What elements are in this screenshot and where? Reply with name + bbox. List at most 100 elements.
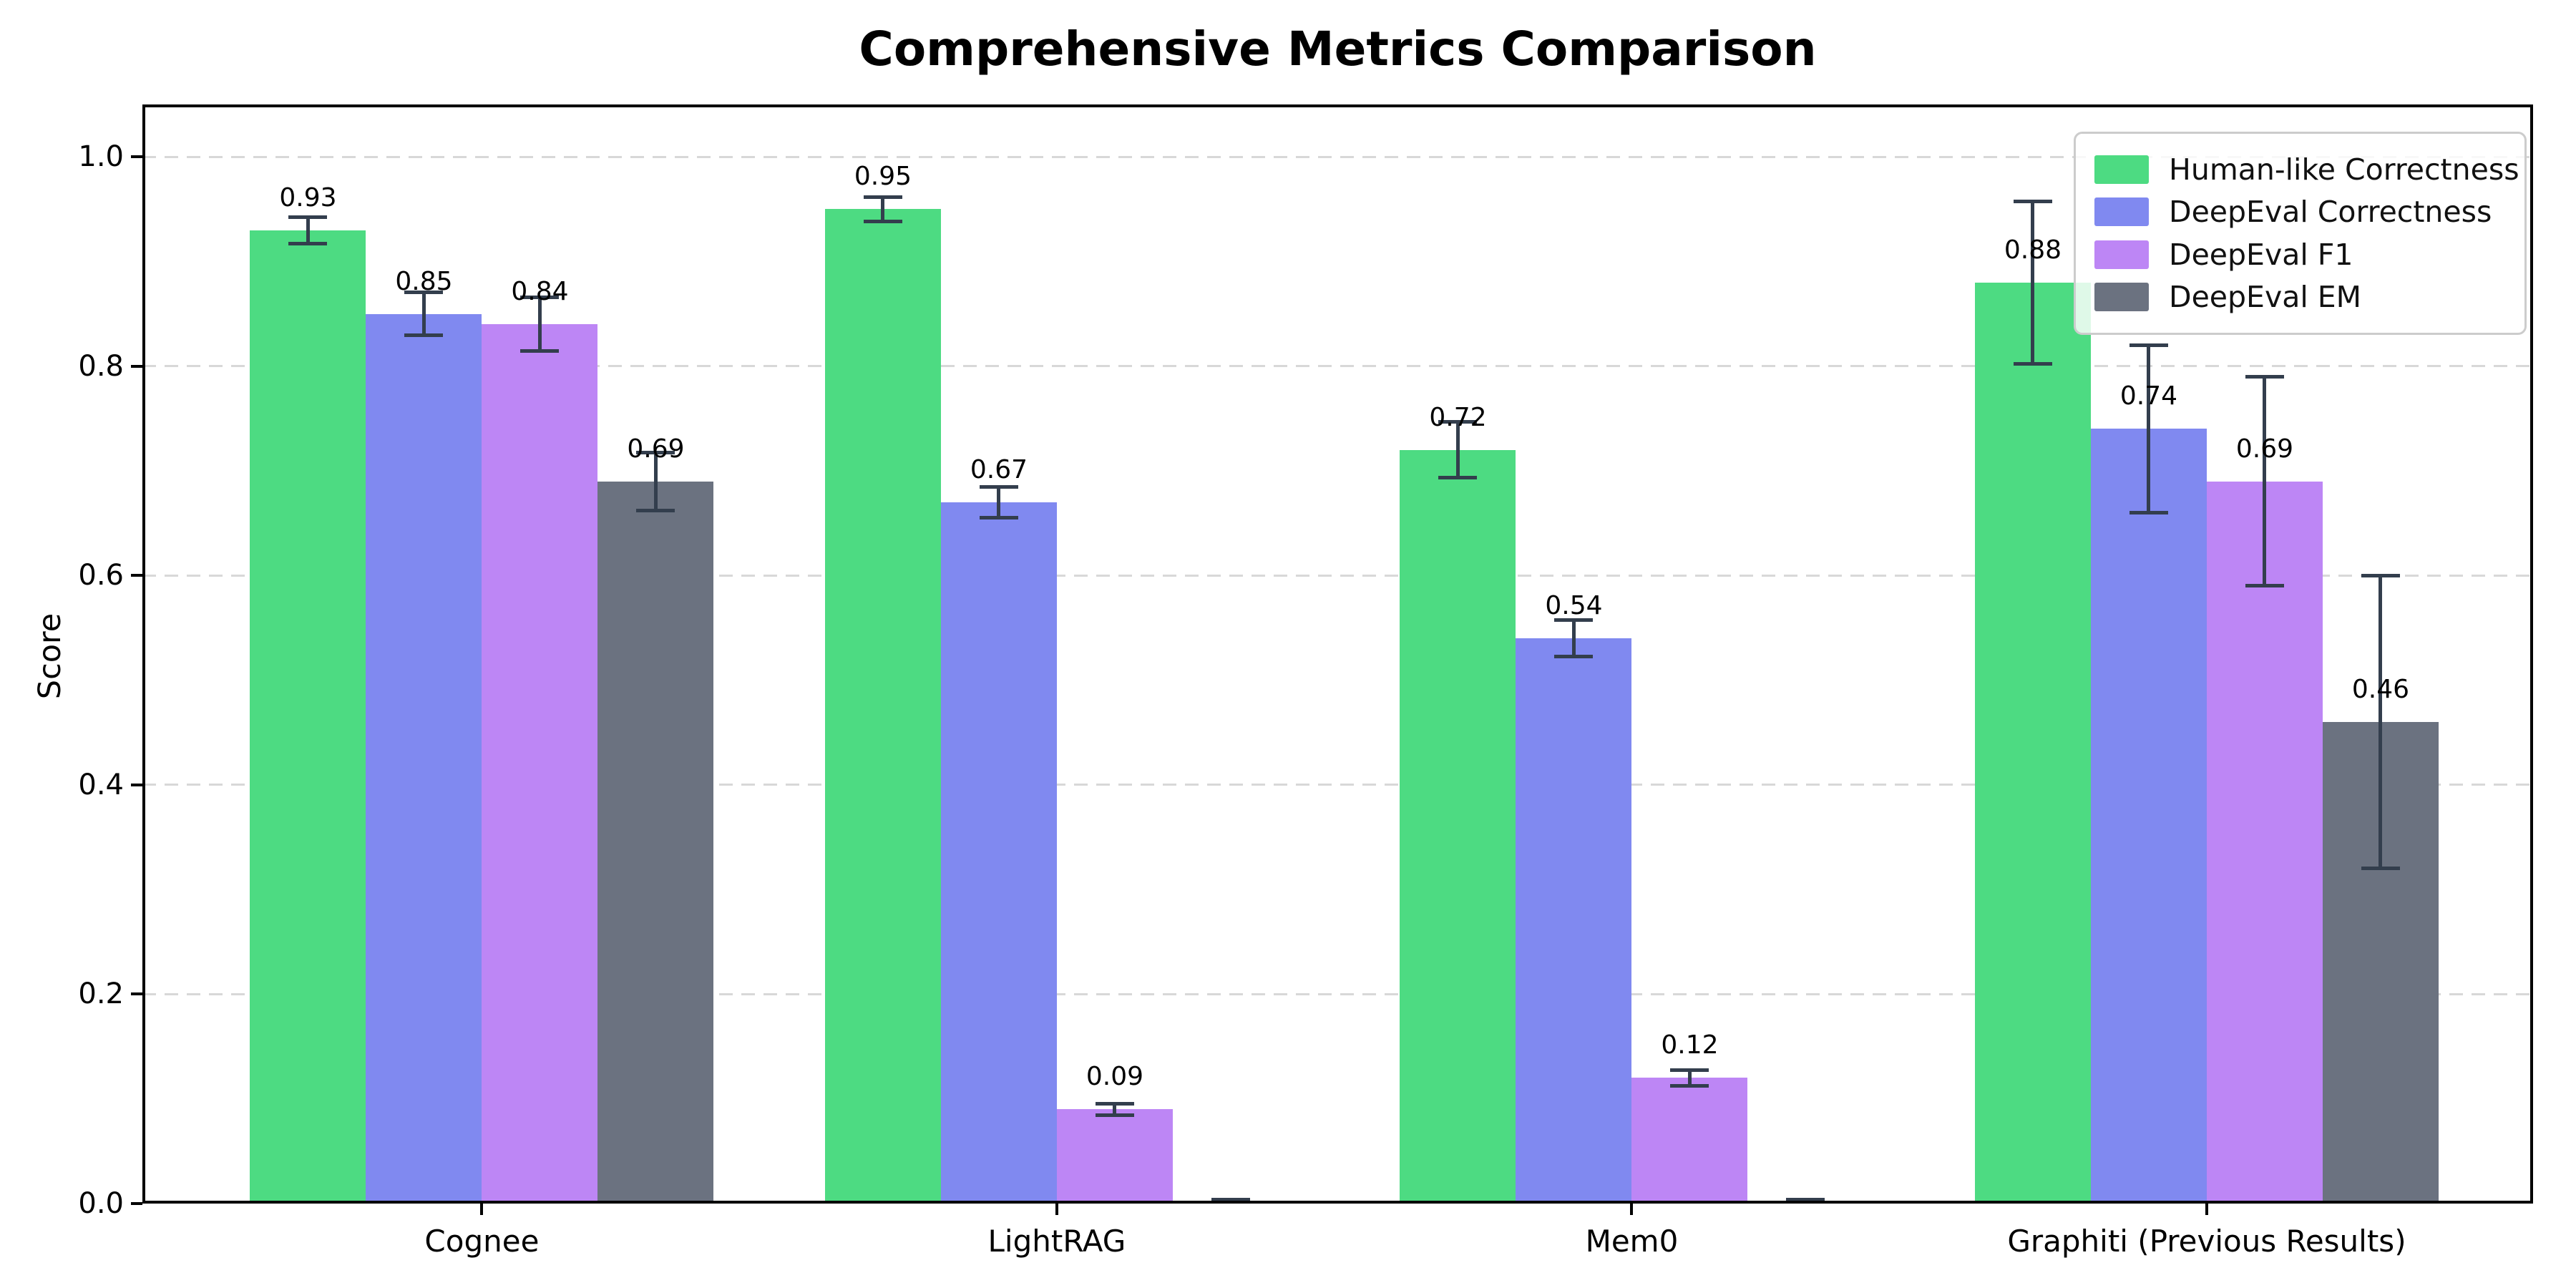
- error-bar-cap-top: [979, 484, 1018, 489]
- legend-item: DeepEval EM: [2094, 276, 2506, 319]
- bar-value-label: 0.54: [1545, 591, 1603, 621]
- bar-value-label: 0.69: [627, 434, 685, 464]
- error-bar-cap-bottom: [404, 333, 444, 338]
- error-bar-cap-bottom: [1670, 1084, 1709, 1088]
- y-tick-label: 0.2: [78, 977, 124, 1011]
- bar-graphiti-previous-results--s1: [2090, 429, 2207, 1204]
- bar-value-label: 0.93: [279, 182, 337, 213]
- bar-value-label: 0.85: [395, 266, 453, 296]
- error-bar-cap-bottom: [2245, 583, 2284, 587]
- y-tick-label: 1.0: [78, 140, 124, 174]
- error-bar-line: [2379, 575, 2383, 869]
- error-bar-cap-bottom: [979, 515, 1018, 519]
- x-tick-mark: [480, 1204, 484, 1215]
- error-bar-cap-top: [636, 450, 675, 454]
- bar-lightrag-s1: [940, 502, 1057, 1204]
- plot-area: 0.93 0.85 0.84 0.69 0.95 0.67 0.09 0.72 0.54 0.12…: [142, 104, 2533, 1204]
- y-tick-mark: [131, 1202, 142, 1205]
- y-tick-label: 0.4: [78, 768, 124, 801]
- error-bar-line: [997, 486, 1001, 518]
- legend-label: DeepEval Correctness: [2169, 195, 2492, 230]
- y-tick-mark: [131, 155, 142, 159]
- bar-mem0-s0: [1400, 449, 1516, 1204]
- gridline: [142, 992, 2533, 995]
- legend-label: Human-like Correctness: [2169, 152, 2519, 187]
- error-bar-cap-top: [520, 296, 560, 300]
- bar-value-label: 0.84: [511, 277, 569, 307]
- error-bar-line: [1455, 421, 1460, 479]
- bar-value-label: 0.72: [1429, 402, 1487, 432]
- x-tick-mark: [1630, 1204, 1634, 1215]
- bar-cognee-s0: [250, 230, 366, 1204]
- error-bar-cap-bottom: [1095, 1113, 1134, 1118]
- bar-value-label: 0.12: [1661, 1030, 1719, 1060]
- legend-swatch: [2094, 197, 2149, 227]
- bar-value-label: 0.09: [1085, 1062, 1143, 1092]
- y-tick-mark: [131, 783, 142, 786]
- bar-cognee-s2: [482, 324, 598, 1204]
- error-bar-line: [2147, 345, 2151, 513]
- gridline: [142, 365, 2533, 368]
- gridline: [142, 155, 2533, 158]
- error-bar-cap-top: [2129, 343, 2168, 348]
- legend-label: DeepEval EM: [2169, 280, 2362, 315]
- legend-item: DeepEval F1: [2094, 233, 2506, 276]
- error-bar-cap-top: [1786, 1198, 1825, 1202]
- bar-graphiti-previous-results--s2: [2206, 481, 2323, 1204]
- y-tick-label: 0.6: [78, 559, 124, 592]
- error-bar-line: [421, 291, 426, 336]
- error-bar-cap-top: [1095, 1101, 1134, 1106]
- error-bar-cap-top: [1670, 1068, 1709, 1072]
- error-bar-cap-top: [1211, 1198, 1250, 1202]
- error-bar-cap-bottom: [2361, 866, 2400, 870]
- bar-value-label: 0.69: [2235, 434, 2294, 464]
- legend-swatch: [2094, 283, 2149, 312]
- x-tick-label-2: Mem0: [1585, 1224, 1679, 1259]
- bar-graphiti-previous-results--s0: [1974, 282, 2091, 1204]
- error-bar-cap-top: [2013, 199, 2052, 203]
- error-bar-cap-top: [2361, 574, 2400, 578]
- legend-item: Human-like Correctness: [2094, 148, 2519, 191]
- legend-label: DeepEval F1: [2169, 237, 2353, 272]
- x-tick-label-1: LightRAG: [987, 1224, 1126, 1259]
- error-bar-cap-bottom: [2013, 361, 2052, 366]
- error-bar-line: [306, 216, 310, 244]
- error-bar-cap-bottom: [2129, 510, 2168, 514]
- error-bar-cap-top: [1438, 420, 1478, 424]
- error-bar-line: [2263, 376, 2267, 586]
- error-bar-cap-bottom: [1554, 655, 1594, 659]
- error-bar-cap-bottom: [863, 219, 902, 223]
- x-tick-label-3: Graphiti (Previous Results): [2007, 1224, 2406, 1259]
- bar-lightrag-s2: [1056, 1109, 1173, 1204]
- gridline: [142, 574, 2533, 577]
- error-bar-cap-bottom: [1438, 476, 1478, 480]
- y-tick-mark: [131, 574, 142, 577]
- plot-canvas: 0.93 0.85 0.84 0.69 0.95 0.67 0.09 0.72 0.54 0.12…: [142, 104, 2533, 1204]
- bar-value-label: 0.46: [2351, 675, 2410, 705]
- error-bar-cap-top: [863, 195, 902, 199]
- bar-mem0-s1: [1516, 638, 1632, 1204]
- error-bar-line: [881, 196, 885, 222]
- error-bar-line: [1571, 619, 1576, 658]
- error-bar-cap-top: [2245, 375, 2284, 379]
- legend-item: DeepEval Correctness: [2094, 191, 2506, 234]
- bar-value-label: 0.95: [854, 162, 912, 192]
- y-tick-label: 0.0: [78, 1187, 124, 1220]
- error-bar-line: [537, 297, 542, 352]
- error-bar-cap-bottom: [288, 241, 328, 245]
- error-bar-line: [2031, 200, 2035, 364]
- y-tick-mark: [131, 364, 142, 368]
- bar-value-label: 0.74: [2119, 381, 2178, 411]
- error-bar-cap-top: [404, 290, 444, 294]
- bar-cognee-s3: [597, 481, 714, 1204]
- bar-cognee-s1: [366, 313, 482, 1204]
- y-axis-label: Score: [32, 613, 68, 700]
- x-tick-mark: [1055, 1204, 1058, 1215]
- y-tick-mark: [131, 992, 142, 996]
- legend: Human-like Correctness DeepEval Correctne…: [2074, 132, 2527, 335]
- x-tick-label-0: Cognee: [424, 1224, 540, 1259]
- error-bar-line: [1687, 1069, 1692, 1087]
- bar-value-label: 0.88: [2004, 235, 2062, 265]
- x-tick-mark: [2205, 1204, 2208, 1215]
